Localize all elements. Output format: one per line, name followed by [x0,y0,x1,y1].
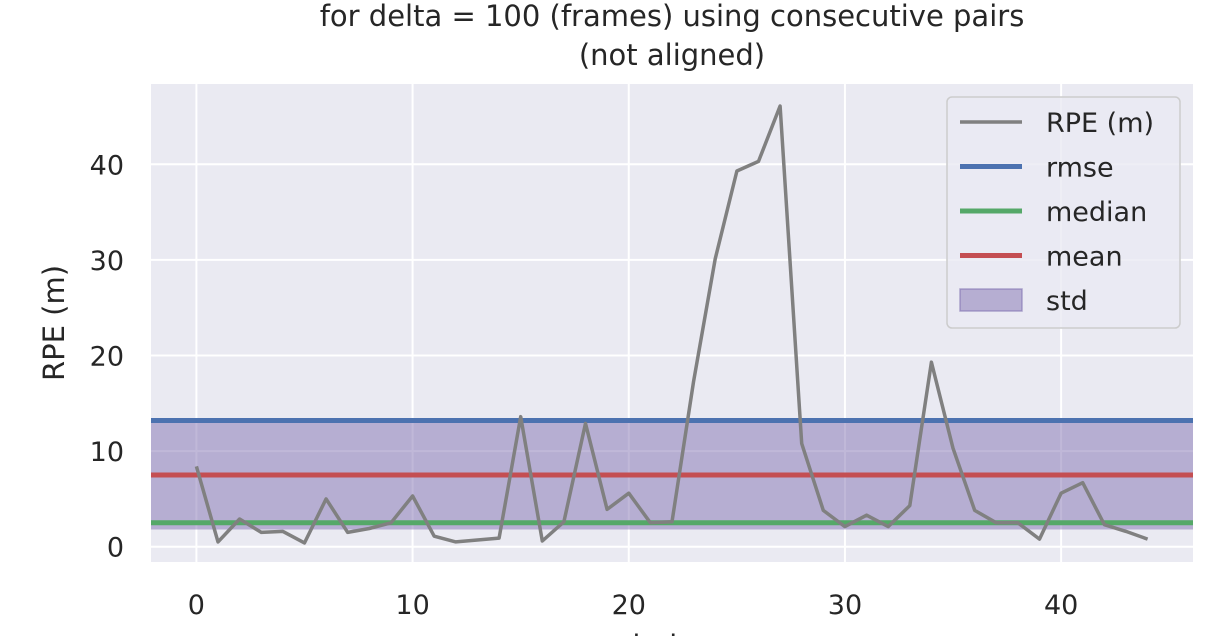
x-tick-label: 10 [395,590,429,621]
y-tick-label: 30 [90,246,124,277]
y-tick-labels: 0 10 20 30 40 [90,150,124,563]
y-tick-label: 10 [90,437,124,468]
x-tick-label: 20 [612,590,646,621]
series-group [194,104,1149,545]
y-tick-label: 20 [90,342,124,373]
legend: RPE (m) rmse median mean std [946,96,1181,329]
rpe-series-line [194,104,1149,545]
legend-label: mean [1046,242,1123,273]
x-tick-labels: 0 10 20 30 40 [188,590,1079,621]
legend-swatch-std [959,288,1023,312]
legend-label: median [1046,197,1147,228]
y-axis-label: RPE (m) [37,265,71,381]
legend-frame [946,96,1181,329]
y-tick-label: 40 [90,150,124,181]
chart-title-line-2: (not aligned) [579,38,765,72]
legend-label: RPE (m) [1046,108,1154,139]
x-tick-label: 0 [188,590,205,621]
y-tick-label: 0 [107,533,124,564]
x-tick-label: 30 [828,590,862,621]
legend-label: std [1046,286,1088,317]
legend-label: rmse [1046,153,1114,184]
x-tick-label: 40 [1044,590,1078,621]
x-axis-label: index [632,629,711,636]
chart-title-line-1: for delta = 100 (frames) using consecuti… [320,0,1025,33]
